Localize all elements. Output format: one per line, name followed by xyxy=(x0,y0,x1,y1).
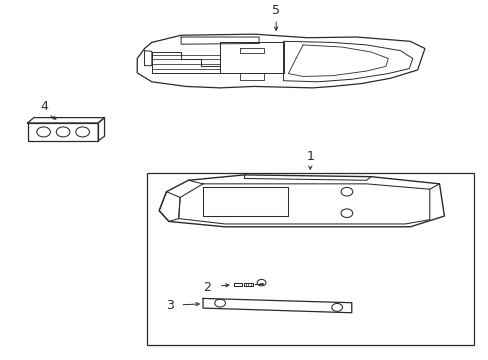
Text: 2: 2 xyxy=(203,281,211,294)
Text: 3: 3 xyxy=(165,299,173,312)
Text: 5: 5 xyxy=(272,4,280,17)
Text: 1: 1 xyxy=(306,150,314,163)
Text: 4: 4 xyxy=(41,100,48,113)
Bar xyxy=(147,173,473,345)
